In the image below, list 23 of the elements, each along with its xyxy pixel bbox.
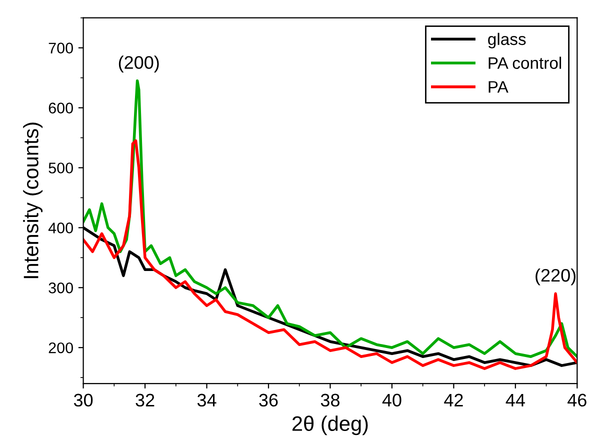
annotation: (220) <box>536 268 576 286</box>
x-tick-label: 34 <box>197 394 216 407</box>
y-tick-label: 700 <box>48 42 73 54</box>
x-tick-label: 44 <box>506 394 525 406</box>
y-tick-label: 300 <box>48 282 73 294</box>
x-tick-label: 36 <box>259 394 278 407</box>
annotation: (200) <box>118 56 159 72</box>
y-tick-label: 200 <box>48 342 73 354</box>
x-tick-label: 32 <box>136 394 154 407</box>
line-series <box>83 139 578 370</box>
legend-label: glass <box>488 32 526 48</box>
legend-label: PA control <box>488 56 562 69</box>
x-axis-title: 2θ (deg) <box>292 416 368 436</box>
x-tick-label: 30 <box>74 394 93 407</box>
y-tick-label: 600 <box>48 102 73 114</box>
x-tick-label: 40 <box>382 394 402 407</box>
x-tick-label: 46 <box>568 394 586 407</box>
y-tick-label: 500 <box>48 162 73 174</box>
y-axis-title: Intensity (counts) <box>23 122 43 278</box>
x-tick-label: 42 <box>444 394 463 406</box>
legend-label: PA <box>488 81 508 93</box>
x-tick-label: 38 <box>320 394 340 407</box>
y-tick-label: 400 <box>48 222 73 234</box>
